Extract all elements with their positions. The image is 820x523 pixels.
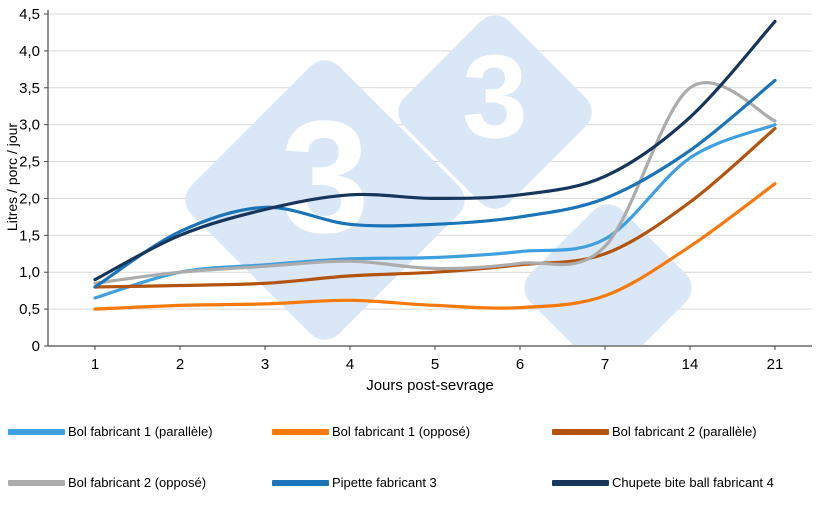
x-axis-ticks: 1 2 3 4 5 6 7 14 21 [91, 346, 784, 373]
legend-label: Bol fabricant 2 (opposé) [68, 475, 207, 490]
y-tick-label: 4,0 [19, 43, 40, 60]
legend-label: Bol fabricant 1 (parallèle) [68, 424, 213, 439]
legend-swatch [272, 428, 329, 435]
legend-swatch [8, 479, 65, 486]
legend-item-chupete-fab4: Chupete bite ball fabricant 4 [552, 475, 820, 490]
y-tick-label: 2,5 [19, 154, 40, 171]
x-axis-title: Jours post-sevrage [366, 377, 494, 394]
legend-item-bol2-oppose: Bol fabricant 2 (opposé) [8, 475, 272, 490]
y-tick-label: 1,5 [19, 227, 40, 244]
x-tick-label: 21 [767, 356, 784, 373]
watermark-diamond [524, 204, 692, 345]
series-line-5 [93, 19, 777, 282]
x-tick-label: 1 [91, 356, 99, 373]
series-line-4 [93, 78, 777, 289]
chart-legend: Bol fabricant 1 (parallèle) Bol fabrican… [8, 424, 820, 490]
x-tick-label: 2 [176, 356, 184, 373]
x-tick-label: 3 [261, 356, 269, 373]
x-tick-label: 4 [346, 356, 354, 373]
x-tick-label: 14 [682, 356, 699, 373]
series-line-1 [93, 182, 777, 311]
watermark-diamond [398, 15, 592, 209]
series-lines [93, 19, 777, 311]
x-tick-label: 6 [516, 356, 524, 373]
legend-label: Pipette fabricant 3 [332, 475, 437, 490]
y-tick-label: 1,0 [19, 264, 40, 281]
legend-item-bol1-oppose: Bol fabricant 1 (opposé) [272, 424, 552, 439]
legend-label: Bol fabricant 2 (parallèle) [612, 424, 757, 439]
y-tick-label: 2,0 [19, 190, 40, 207]
y-tick-label: 0,5 [19, 301, 40, 318]
watermark-diamond [185, 60, 465, 340]
x-tick-label: 7 [601, 356, 609, 373]
consumption-line-chart: 00,51,01,52,02,53,03,54,04,53 31 2 3 4 5 6 7 14 2… [19, 6, 812, 373]
legend-label: Bol fabricant 1 (opposé) [332, 424, 471, 439]
legend-item-bol2-parallele: Bol fabricant 2 (parallèle) [552, 424, 820, 439]
legend-label: Chupete bite ball fabricant 4 [612, 475, 774, 490]
legend-item-pipette-fab3: Pipette fabricant 3 [272, 475, 552, 490]
legend-swatch [552, 479, 609, 486]
legend-swatch [272, 479, 329, 486]
legend-swatch [8, 428, 65, 435]
series-line-2 [93, 126, 777, 289]
legend-item-bol1-parallele: Bol fabricant 1 (parallèle) [8, 424, 272, 439]
y-axis-title: Litres / porc / jour [4, 122, 20, 232]
y-tick-label: 4,5 [19, 6, 40, 23]
legend-swatch [552, 428, 609, 435]
x-tick-label: 5 [431, 356, 439, 373]
watermark-digit: 3 [281, 87, 370, 266]
y-tick-label: 0 [32, 338, 40, 355]
series-line-3 [93, 81, 777, 285]
watermark-digit: 3 [462, 31, 528, 163]
y-tick-label: 3,5 [19, 80, 40, 97]
y-tick-label: 3,0 [19, 117, 40, 134]
